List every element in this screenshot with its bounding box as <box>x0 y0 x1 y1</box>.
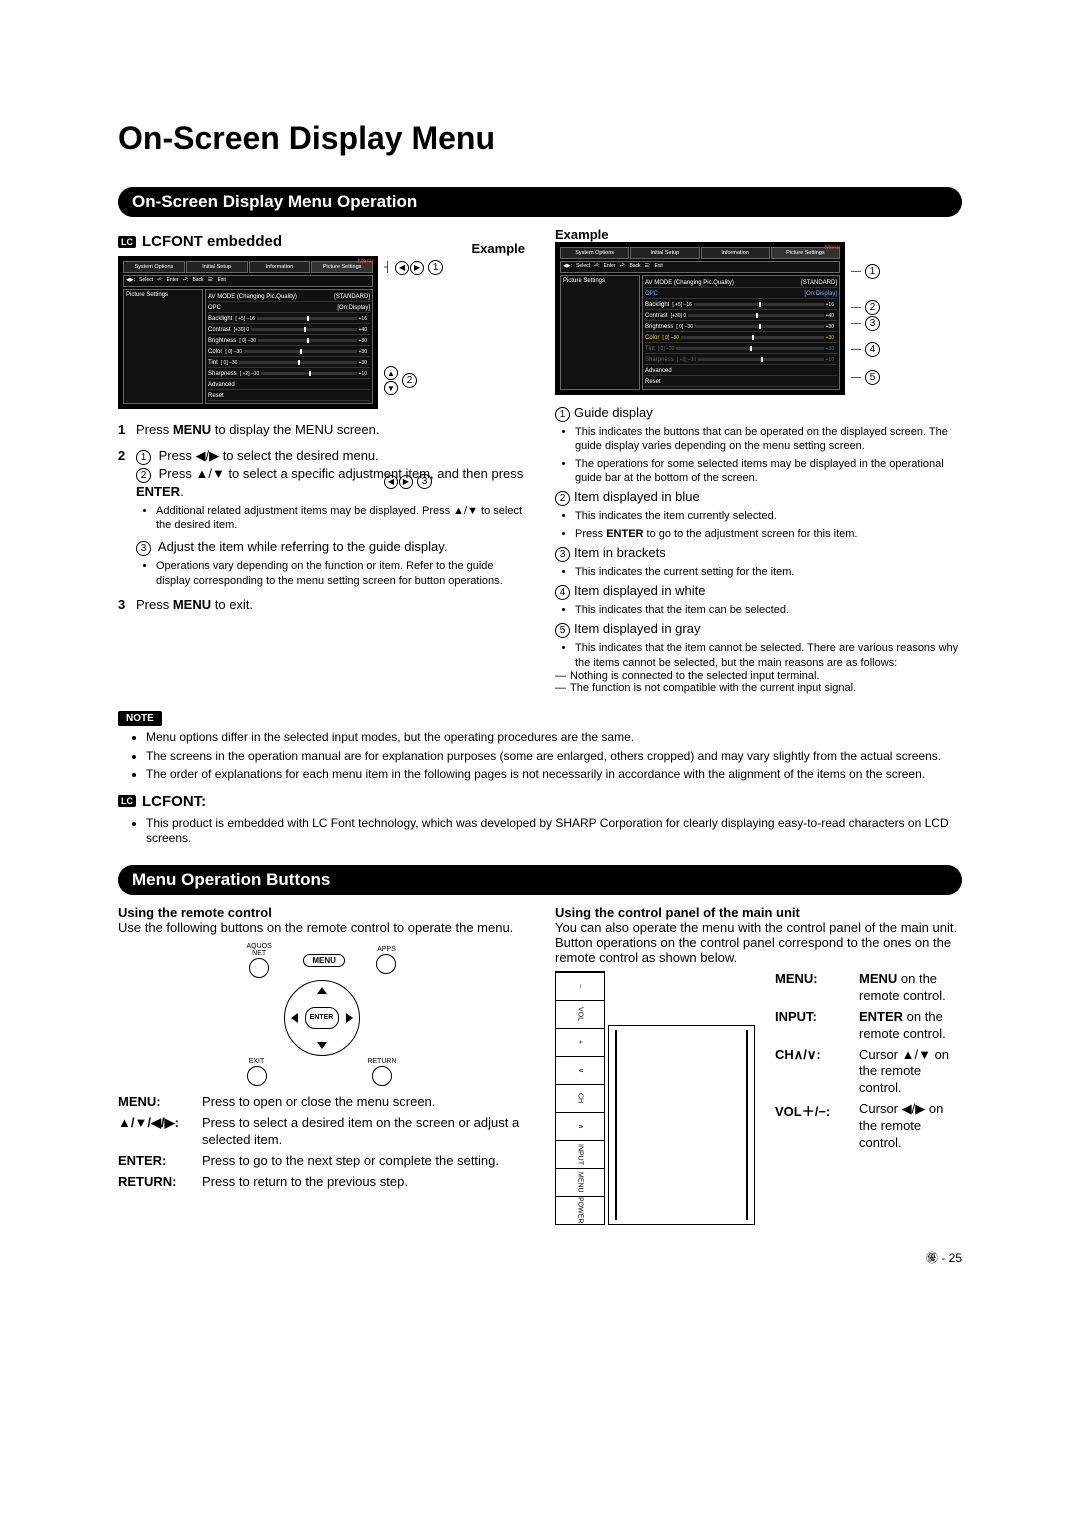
guide-item: 3Item in bracketsThis indicates the curr… <box>555 545 962 579</box>
osd-row: Brightness[ 0] –30+30 <box>645 322 837 332</box>
osd-guide-bar: ◀▶:Select ⏎:Enter ⮐:Back ☰:Exit <box>560 261 840 273</box>
panel-button: ∨ <box>556 1056 604 1084</box>
note-list: Menu options differ in the selected inpu… <box>146 730 962 783</box>
lcfont-icon: LC <box>118 795 136 807</box>
example-label-left: Example <box>472 241 525 256</box>
left-column: LC LCFONT embedded Example Menu System O… <box>118 227 525 698</box>
unit-defs: MENU:MENU on the remote control.INPUT:EN… <box>775 971 962 1156</box>
section1-bar: On-Screen Display Menu Operation <box>118 187 962 217</box>
osd-row: Backlight[ +5] –16+16 <box>208 314 370 324</box>
panel-button: POWER <box>556 1196 604 1224</box>
panel-button: VOL <box>556 1000 604 1028</box>
osd-screen-left: Menu System Options Initial Setup Inform… <box>118 256 378 409</box>
osd-row: Advanced <box>645 366 837 376</box>
guide-item: 1Guide displayThis indicates the buttons… <box>555 405 962 485</box>
callout-r2: 2 <box>865 300 880 315</box>
osd-tab: Initial Setup <box>186 261 248 273</box>
osd-tab: Information <box>249 261 311 273</box>
osd-row: Reset <box>645 377 837 387</box>
osd-side-label: Picture Settings <box>560 275 640 390</box>
remote-intro: Use the following buttons on the remote … <box>118 920 525 935</box>
steps-list: Press MENU to display the MENU screen. 1… <box>118 421 525 614</box>
osd-tab: Information <box>701 247 770 259</box>
osd-row: Backlight[ +5] –16+16 <box>645 300 837 310</box>
enter-button-icon: ENTER <box>305 1007 339 1029</box>
osd-side-label: Picture Settings <box>123 289 203 404</box>
panel-button: ∧ <box>556 1112 604 1140</box>
callout-r5: 5 <box>865 370 880 385</box>
tv-panel-icon <box>608 1025 755 1225</box>
panel-button: INPUT <box>556 1140 604 1168</box>
osd-tab: System Options <box>560 247 629 259</box>
panel-button: + <box>556 1028 604 1056</box>
panel-button: CH <box>556 1084 604 1112</box>
panel-button: − <box>556 972 604 1000</box>
callout-1-icon: 1 <box>428 260 443 275</box>
osd-row: AV MODE (Changing Pic.Quality)[STANDARD] <box>645 278 837 288</box>
osd-row: OPC[On:Display] <box>645 289 837 299</box>
menu-button-icon: MENU <box>303 954 345 967</box>
callout-2-icon: 2 <box>402 373 417 388</box>
osd-row: AV MODE (Changing Pic.Quality)[STANDARD] <box>208 292 370 302</box>
apps-button-icon <box>376 954 396 974</box>
remote-defs: MENU:Press to open or close the menu scr… <box>118 1094 525 1190</box>
osd-tab: Initial Setup <box>630 247 699 259</box>
remote-diagram: AQUOS NET MENU APPS ENTER EXIT <box>247 943 397 1086</box>
osd-row: Contrast[+30] 0+40 <box>645 311 837 321</box>
note-badge: NOTE <box>118 711 162 726</box>
lcfont-heading: LC LCFONT: <box>118 793 962 810</box>
osd-menu-tag: Menu <box>358 259 373 265</box>
step-3: Press MENU to exit. <box>118 596 525 614</box>
unit-diagram: POWERMENUINPUT∧CH∨+VOL− <box>555 971 755 1225</box>
unit-intro: You can also operate the menu with the c… <box>555 920 962 965</box>
osd-row: Sharpness[ +2] –10+10 <box>208 369 370 379</box>
page-title: On-Screen Display Menu <box>118 120 962 157</box>
right-column: Example Menu System Options Initial Setu… <box>555 227 962 698</box>
guide-item: 5Item displayed in grayThis indicates th… <box>555 621 962 694</box>
osd-row: Brightness[ 0] –30+30 <box>208 336 370 346</box>
osd-tab: System Options <box>123 261 185 273</box>
callout-r1: 1 <box>865 264 880 279</box>
osd-row: Sharpness[ +2] –10+10 <box>645 355 837 365</box>
aquos-button-icon <box>249 958 269 978</box>
unit-column: Using the control panel of the main unit… <box>555 905 962 1225</box>
osd-row: Reset <box>208 391 370 401</box>
unit-heading: Using the control panel of the main unit <box>555 905 962 920</box>
lcfont-embedded-heading: LC LCFONT embedded <box>118 233 282 250</box>
osd-row: Tint[ 0] –30+30 <box>208 358 370 368</box>
exit-button-icon <box>247 1066 267 1086</box>
osd-menu-tag: Menu <box>825 245 840 251</box>
page-footer: ㊝ - 25 <box>118 1249 962 1266</box>
osd-screen-right: Menu System Options Initial Setup Inform… <box>555 242 845 395</box>
guide-item: 2Item displayed in blueThis indicates th… <box>555 489 962 541</box>
step-2: 1 Press ◀/▶ to select the desired menu. … <box>118 447 525 588</box>
example-label-right: Example <box>555 227 962 242</box>
guide-explanations: 1Guide displayThis indicates the buttons… <box>555 405 962 694</box>
section2-bar: Menu Operation Buttons <box>118 865 962 895</box>
step-1: Press MENU to display the MENU screen. <box>118 421 525 439</box>
remote-heading: Using the remote control <box>118 905 525 920</box>
lcfont-text: This product is embedded with LC Font te… <box>146 816 962 847</box>
osd-row: Color[ 0] –30+30 <box>645 333 837 343</box>
callout-r3: 3 <box>865 316 880 331</box>
panel-button: MENU <box>556 1168 604 1196</box>
guide-item: 4Item displayed in whiteThis indicates t… <box>555 583 962 617</box>
return-button-icon <box>372 1066 392 1086</box>
osd-row: Tint[ 0] –30+30 <box>645 344 837 354</box>
dpad-icon: ENTER <box>284 980 360 1056</box>
osd-row: Contrast[+30] 0+40 <box>208 325 370 335</box>
callout-r4: 4 <box>865 342 880 357</box>
lcfont-icon: LC <box>118 236 136 248</box>
osd-row: Color[ 0] –30+30 <box>208 347 370 357</box>
osd-guide-bar: ◀▶:Select ⏎:Enter ⮐:Back ☰:Exit <box>123 275 373 287</box>
remote-column: Using the remote control Use the followi… <box>118 905 525 1225</box>
osd-row: OPC[On:Display] <box>208 303 370 313</box>
osd-row: Advanced <box>208 380 370 390</box>
